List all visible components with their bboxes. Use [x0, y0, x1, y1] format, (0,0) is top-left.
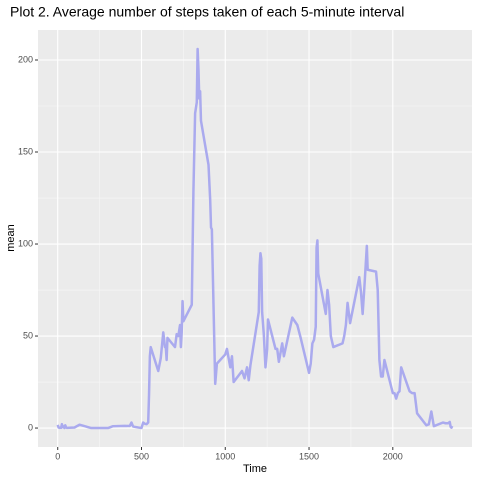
y-tick-label: 150 — [18, 146, 33, 156]
y-tick-label: 100 — [18, 238, 33, 248]
y-tick-label: 200 — [18, 54, 33, 64]
x-tick-label: 1500 — [299, 451, 319, 461]
y-axis-title: mean — [5, 224, 17, 252]
x-tick-label: 500 — [134, 451, 149, 461]
chart-title: Plot 2. Average number of steps taken of… — [10, 4, 404, 20]
y-tick-label: 50 — [23, 330, 33, 340]
data-line — [56, 47, 454, 430]
x-tick-label: 1000 — [215, 451, 235, 461]
y-tick-label: 0 — [28, 422, 33, 432]
x-tick-label: 0 — [55, 451, 60, 461]
x-axis-title: Time — [243, 463, 267, 475]
x-tick-label: 2000 — [383, 451, 403, 461]
